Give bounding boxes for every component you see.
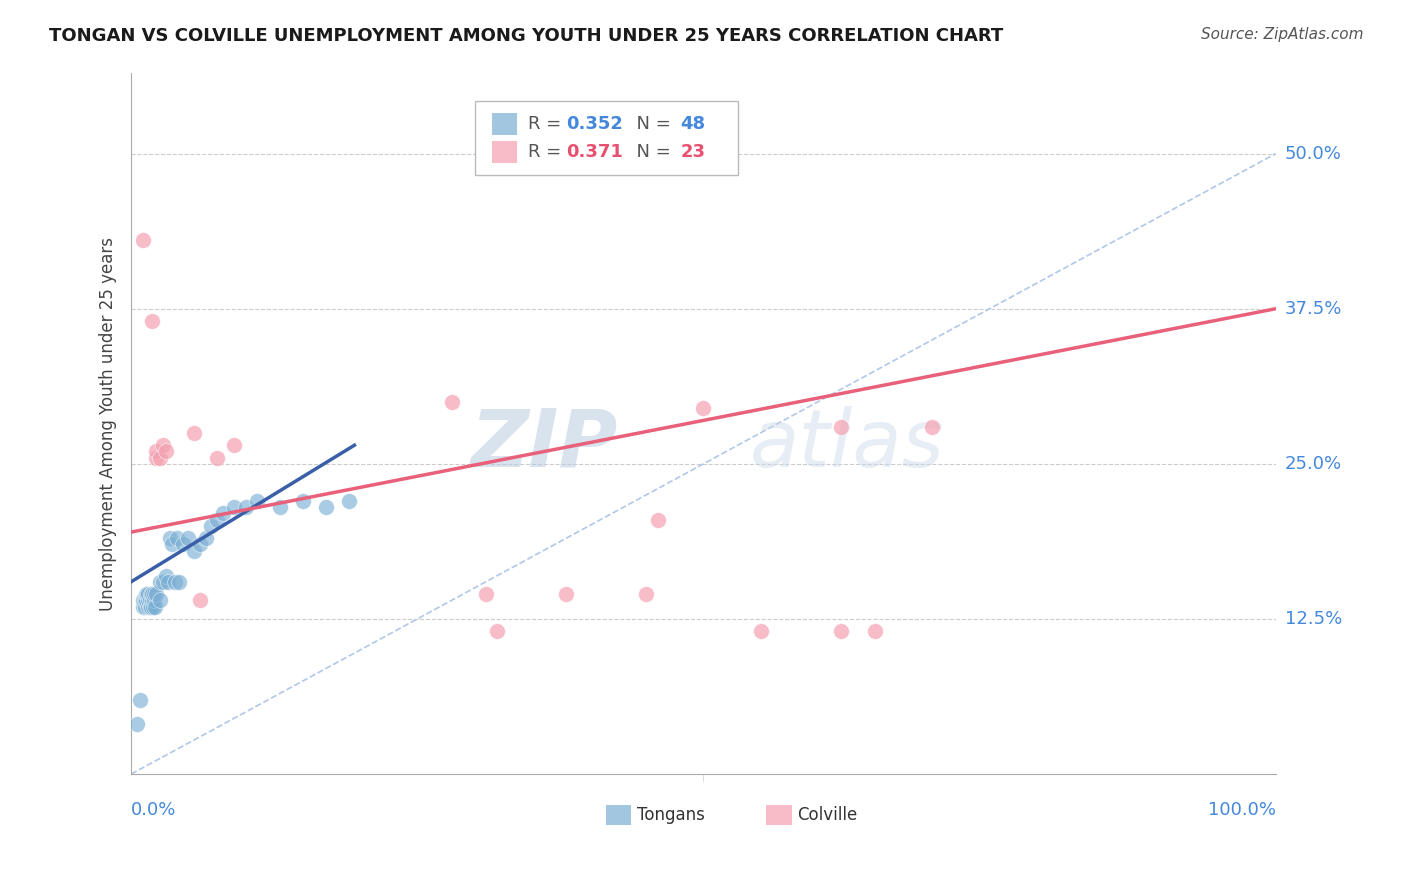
Text: atlas: atlas (749, 406, 943, 483)
Point (647, 513, 669, 527)
Point (211, 507, 233, 521)
Point (145, 450, 167, 465)
Point (188, 537, 211, 551)
Bar (492, 141, 517, 163)
Point (141, 593, 163, 607)
Point (162, 537, 184, 551)
Point (636, 587, 658, 601)
Point (139, 587, 162, 601)
Point (830, 624, 852, 639)
Point (269, 500, 291, 515)
Point (138, 599, 160, 614)
Text: 12.5%: 12.5% (1285, 610, 1343, 628)
Text: 0.352: 0.352 (567, 115, 623, 133)
Point (163, 574, 186, 589)
Text: TONGAN VS COLVILLE UNEMPLOYMENT AMONG YOUTH UNDER 25 YEARS CORRELATION CHART: TONGAN VS COLVILLE UNEMPLOYMENT AMONG YO… (49, 27, 1004, 45)
Point (749, 624, 772, 639)
Point (138, 593, 160, 607)
Text: 25.0%: 25.0% (1285, 455, 1341, 473)
Point (291, 494, 314, 508)
Text: 48: 48 (681, 115, 706, 133)
Point (152, 574, 174, 589)
Point (131, 593, 153, 607)
Point (224, 500, 246, 515)
Point (155, 568, 177, 582)
Point (131, 599, 153, 614)
Point (830, 419, 852, 434)
Text: N =: N = (624, 144, 676, 161)
Point (475, 587, 498, 601)
Point (177, 531, 200, 545)
Point (159, 531, 181, 545)
Point (142, 599, 165, 614)
Point (131, 234, 153, 248)
Point (183, 425, 205, 440)
Text: 0.0%: 0.0% (131, 801, 177, 819)
Point (143, 599, 166, 614)
Point (156, 574, 179, 589)
Point (169, 574, 191, 589)
Text: 37.5%: 37.5% (1285, 300, 1343, 318)
Point (149, 574, 172, 589)
Point (183, 543, 205, 558)
Point (138, 587, 160, 601)
Text: 0.371: 0.371 (567, 144, 623, 161)
Bar (492, 113, 517, 136)
Text: R =: R = (529, 144, 568, 161)
Point (141, 587, 163, 601)
Point (125, 717, 148, 731)
Point (863, 624, 886, 639)
Point (136, 587, 159, 601)
Point (138, 593, 160, 607)
Point (188, 593, 211, 607)
Point (139, 599, 162, 614)
Point (194, 531, 217, 545)
Point (235, 500, 257, 515)
Point (337, 494, 360, 508)
Text: N =: N = (624, 115, 676, 133)
Text: 23: 23 (681, 144, 706, 161)
Point (555, 587, 578, 601)
Point (129, 692, 152, 706)
Point (486, 624, 509, 639)
FancyBboxPatch shape (475, 101, 738, 175)
Point (143, 593, 166, 607)
Point (205, 450, 228, 465)
Point (205, 513, 228, 527)
Point (134, 593, 156, 607)
Point (155, 444, 177, 458)
Point (145, 444, 167, 458)
Text: Colville: Colville (797, 805, 858, 823)
Point (166, 531, 188, 545)
Point (134, 599, 156, 614)
Point (143, 587, 166, 601)
Text: 100.0%: 100.0% (1208, 801, 1275, 819)
Text: Source: ZipAtlas.com: Source: ZipAtlas.com (1201, 27, 1364, 42)
Y-axis label: Unemployment Among Youth under 25 years: Unemployment Among Youth under 25 years (100, 236, 117, 610)
Text: R =: R = (529, 115, 568, 133)
Point (149, 450, 172, 465)
Bar (766, 805, 792, 824)
Point (172, 537, 194, 551)
Point (135, 593, 157, 607)
Point (138, 599, 160, 614)
Point (141, 314, 163, 328)
Text: ZIP: ZIP (470, 406, 617, 483)
Point (135, 587, 157, 601)
Point (224, 438, 246, 452)
Point (246, 494, 269, 508)
Point (200, 519, 222, 533)
Point (152, 438, 174, 452)
Text: 50.0%: 50.0% (1285, 145, 1341, 162)
Text: Tongans: Tongans (637, 805, 704, 823)
Point (921, 419, 943, 434)
Point (315, 500, 337, 515)
Bar (606, 805, 631, 824)
Point (149, 593, 172, 607)
Point (440, 394, 463, 409)
Point (145, 587, 167, 601)
Point (692, 401, 714, 415)
